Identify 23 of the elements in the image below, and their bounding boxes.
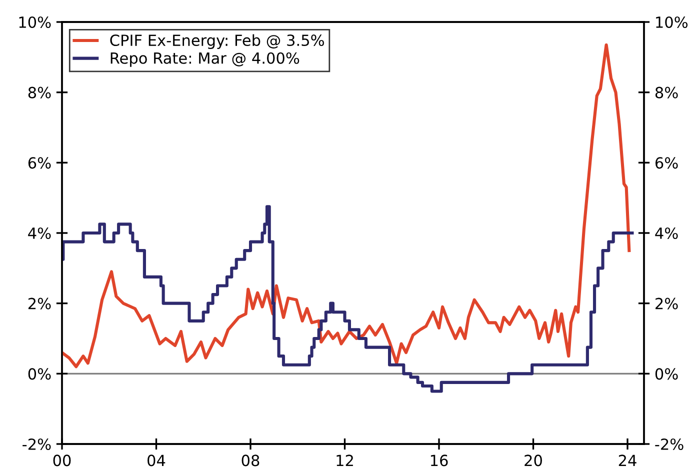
- legend-label: Repo Rate: Mar @ 4.00%: [110, 52, 300, 67]
- x-tick-label: 00: [53, 454, 71, 466]
- x-tick-label: 20: [524, 454, 542, 466]
- x-tick-label: 04: [148, 454, 166, 466]
- y-tick-label: 0%: [28, 368, 51, 380]
- y2-tick-label: -2%: [655, 438, 684, 450]
- y-tick-label: 6%: [28, 157, 51, 169]
- y2-tick-label: 0%: [655, 368, 678, 380]
- y2-tick-label: 6%: [655, 157, 678, 169]
- x-tick-label: 12: [336, 454, 353, 466]
- x-tick-label: 24: [618, 454, 636, 466]
- y2-tick-label: 8%: [655, 86, 678, 98]
- y-tick-label: 4%: [28, 227, 51, 240]
- y-tick-label: 2%: [28, 298, 51, 310]
- y2-tick-label: 2%: [656, 298, 678, 310]
- x-tick-label: 08: [242, 454, 260, 466]
- legend-label: CPIF Ex-Energy: Feb @ 3.5%: [110, 34, 324, 50]
- y-tick-label: 10%: [19, 16, 51, 28]
- y-tick-label: -2%: [22, 438, 51, 450]
- y2-tick-label: 4%: [655, 227, 678, 240]
- y2-tick-label: 10%: [656, 16, 688, 28]
- y-tick-label: 8%: [28, 86, 51, 98]
- x-tick-label: 16: [430, 454, 448, 466]
